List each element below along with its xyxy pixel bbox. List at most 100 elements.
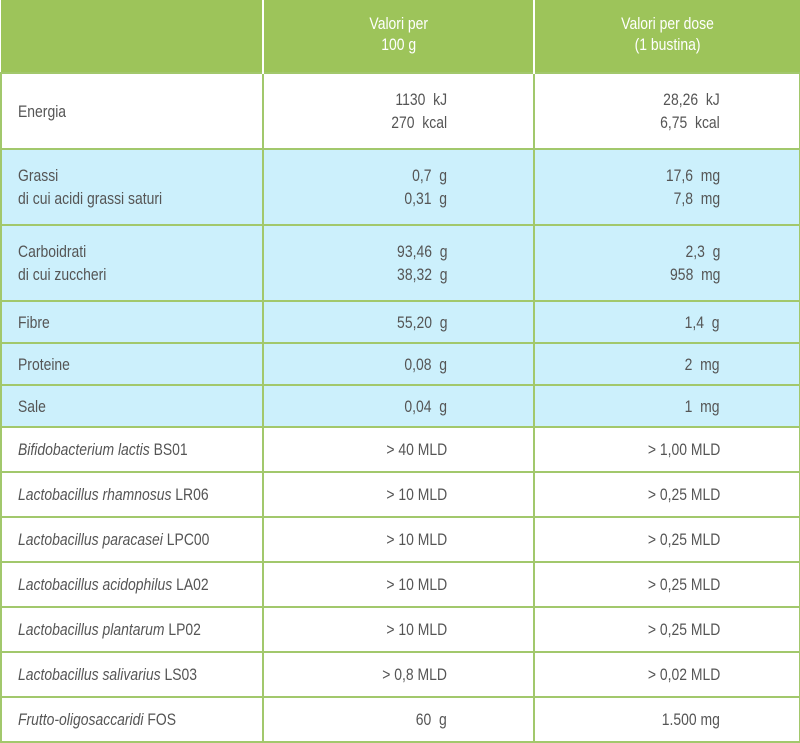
table-row: Lactobacillus salivarius LS03 > 0,8 MLD > … xyxy=(0,651,800,698)
cell-text: Energia xyxy=(18,100,66,123)
ingredient-label: Lactobacillus acidophilus LA02 xyxy=(0,561,264,608)
cell-text: > 0,25 MLD xyxy=(647,575,720,594)
strain-code: LS03 xyxy=(160,665,198,684)
cell-text: 1.500 mg xyxy=(661,710,720,729)
cell-line: 0,7 g xyxy=(412,166,447,185)
nutrient-label: Fibre xyxy=(0,300,264,344)
cell-text: > 0,25 MLD xyxy=(647,620,720,639)
cell-line: Carboidrati xyxy=(18,242,87,261)
cell-line: 1,4 g xyxy=(685,312,720,332)
cell-line: Proteine xyxy=(18,354,70,374)
value-per-100g: 0,04 g xyxy=(262,384,535,428)
cell-line: 93,46 g xyxy=(396,242,447,261)
table-row: Lactobacillus paracasei LPC00 > 10 MLD > 0… xyxy=(0,516,800,563)
cell-text: > 0,02 MLD xyxy=(647,665,720,684)
cell-text: > 10 MLD xyxy=(386,575,447,594)
cell-line: 270 kcal xyxy=(391,113,447,132)
table-row: Fibre 55,20 g 1,4 g xyxy=(0,300,800,344)
cell-text: 1,4 g xyxy=(685,311,720,334)
value-per-dose: > 0,25 MLD xyxy=(533,516,800,563)
value-per-dose: 17,6 mg 7,8 mg xyxy=(533,148,800,226)
value-per-100g: 0,08 g xyxy=(262,342,535,386)
species-name: Lactobacillus rhamnosus xyxy=(18,485,172,504)
ingredient-label: Lactobacillus rhamnosus LR06 xyxy=(0,471,264,518)
cell-text: 60 g xyxy=(415,710,447,729)
cell-line: 1130 kJ xyxy=(395,90,447,109)
table-row: Proteine 0,08 g 2 mg xyxy=(0,342,800,386)
header-text: Valori per xyxy=(369,14,428,33)
table-row: Frutto-oligosaccaridi FOS 60 g 1.500 mg xyxy=(0,696,800,743)
ingredient-label: Frutto-oligosaccaridi FOS xyxy=(0,696,264,743)
cell-text: > 10 MLD xyxy=(386,485,447,504)
cell-text: Lactobacillus plantarum LP02 xyxy=(18,618,201,641)
cell-line: 17,6 mg xyxy=(665,166,720,185)
cell-text: Frutto-oligosaccaridi FOS xyxy=(18,708,176,731)
cell-text: > 0,8 MLD xyxy=(382,665,447,684)
cell-line: Fibre xyxy=(18,312,50,332)
cell-text: 55,20 g xyxy=(397,311,447,334)
cell-line: 28,26 kJ xyxy=(663,90,720,109)
nutrient-label: Energia xyxy=(0,72,264,150)
cell-line: 6,75 kcal xyxy=(660,113,720,132)
value-per-dose: 1.500 mg xyxy=(533,696,800,743)
cell-text: > 40 MLD xyxy=(386,440,447,459)
value-per-100g: 93,46 g 38,32 g xyxy=(262,224,535,302)
ingredient-label: Bifidobacterium lactis BS01 xyxy=(0,426,264,473)
table-row: Carboidrati di cui zuccheri 93,46 g 38,32 g… xyxy=(0,224,800,302)
value-per-dose: 2 mg xyxy=(533,342,800,386)
strain-code: LP02 xyxy=(164,620,201,639)
species-name: Lactobacillus acidophilus xyxy=(18,575,173,594)
cell-text: 0,04 g xyxy=(404,395,447,418)
strain-code: LA02 xyxy=(172,575,209,594)
header-per-100g: Valori per 100 g xyxy=(262,0,534,73)
cell-text: Lactobacillus salivarius LS03 xyxy=(18,663,197,686)
nutrient-label: Carboidrati di cui zuccheri xyxy=(0,224,264,302)
cell-text: 17,6 mg 7,8 mg xyxy=(666,164,720,210)
cell-line: 2,3 g xyxy=(685,242,720,261)
cell-line: 38,32 g xyxy=(396,265,447,284)
cell-text: 0,7 g 0,31 g xyxy=(404,164,447,210)
cell-text: > 1,00 MLD xyxy=(647,440,720,459)
cell-text: 28,26 kJ 6,75 kcal xyxy=(660,88,720,134)
value-per-100g: 55,20 g xyxy=(262,300,535,344)
ingredient-label: Lactobacillus salivarius LS03 xyxy=(0,651,264,698)
value-per-100g: 0,7 g 0,31 g xyxy=(262,148,535,226)
cell-text: Fibre xyxy=(18,311,50,334)
strain-code: LPC00 xyxy=(162,530,210,549)
cell-line: di cui acidi grassi saturi xyxy=(18,189,163,208)
table-row: Energia 1130 kJ 270 kcal 28,26 kJ 6,75 kcal xyxy=(0,72,800,150)
value-per-dose: > 1,00 MLD xyxy=(533,426,800,473)
cell-text: 1130 kJ 270 kcal xyxy=(391,88,447,134)
species-name: Lactobacillus paracasei xyxy=(18,530,163,549)
value-per-dose: 1,4 g xyxy=(533,300,800,344)
cell-line: Sale xyxy=(18,396,46,416)
cell-line: 958 mg xyxy=(669,265,720,284)
value-per-100g: > 10 MLD xyxy=(262,606,535,653)
cell-text: 0,08 g xyxy=(404,353,447,376)
table-row: Lactobacillus rhamnosus LR06 > 10 MLD > 0,… xyxy=(0,471,800,518)
cell-line: di cui zuccheri xyxy=(18,265,107,284)
cell-text: Proteine xyxy=(18,353,70,376)
cell-text: > 10 MLD xyxy=(386,530,447,549)
cell-text: 93,46 g 38,32 g xyxy=(397,240,447,286)
strain-code: BS01 xyxy=(149,440,188,459)
species-name: Lactobacillus salivarius xyxy=(18,665,161,684)
cell-text: Sale xyxy=(18,395,46,418)
header-text: (1 bustina) xyxy=(634,35,701,54)
value-per-dose: 2,3 g 958 mg xyxy=(533,224,800,302)
header-per-dose: Valori per dose (1 bustina) xyxy=(533,0,800,73)
cell-text: Lactobacillus rhamnosus LR06 xyxy=(18,483,209,506)
cell-text: 1 mg xyxy=(685,395,720,418)
header-text: 100 g xyxy=(381,35,416,54)
strain-code: LR06 xyxy=(171,485,209,504)
ingredient-label: Lactobacillus paracasei LPC00 xyxy=(0,516,264,563)
header-row: Valori per 100 g Valori per dose (1 bustin… xyxy=(1,0,800,73)
species-name: Lactobacillus plantarum xyxy=(18,620,165,639)
cell-line: Energia xyxy=(18,101,67,121)
table-row: Lactobacillus acidophilus LA02 > 10 MLD > … xyxy=(0,561,800,608)
value-per-100g: > 10 MLD xyxy=(262,561,535,608)
header-empty xyxy=(1,0,263,73)
value-per-100g: > 0,8 MLD xyxy=(262,651,535,698)
cell-line: 0,08 g xyxy=(404,354,447,374)
